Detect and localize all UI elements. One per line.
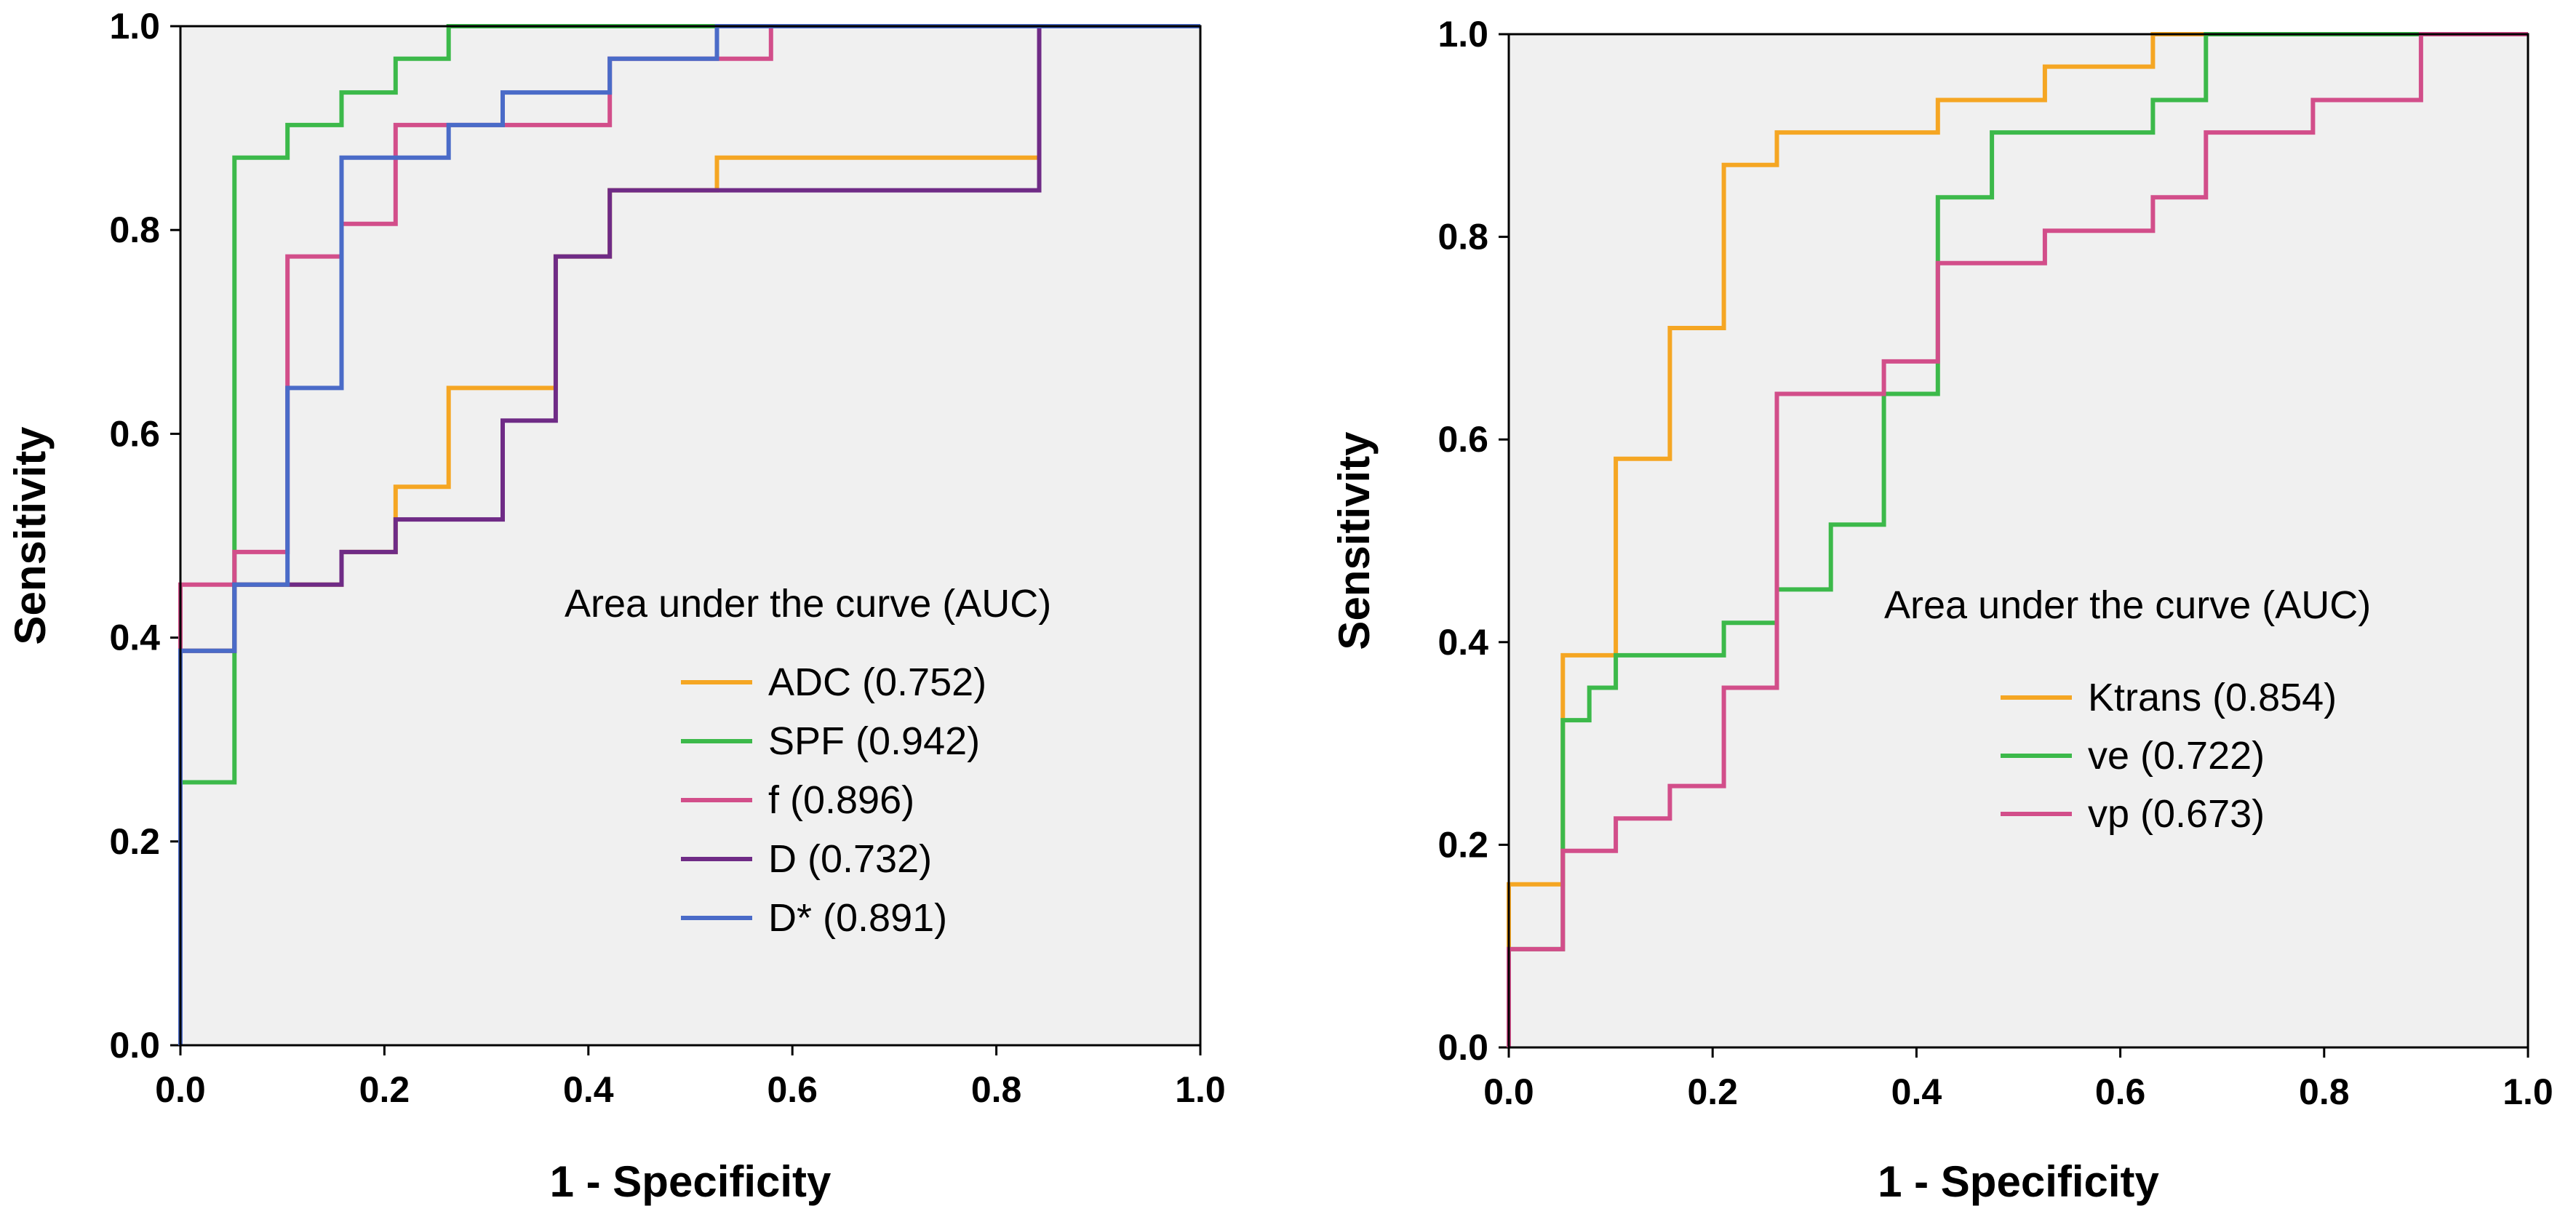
y-tick-label: 1.0 bbox=[1437, 14, 1488, 55]
plot-frame bbox=[179, 25, 1202, 1047]
y-tick-label: 0.4 bbox=[109, 618, 160, 658]
y-tick-label: 0.6 bbox=[1437, 419, 1488, 460]
y-tick-label: 0.2 bbox=[109, 821, 160, 862]
legend: Area under the curve (AUC) Ktrans (0.854)… bbox=[1884, 583, 2371, 836]
roc-panel-1: 0.0 0.2 0.4 0.6 0.8 1.0 0.0 0.2 0.4 0.6 0.8 1.0 1 - … bbox=[6, 6, 1226, 1206]
legend-label: Ktrans (0.854) bbox=[2088, 676, 2337, 719]
legend-label: ve (0.722) bbox=[2088, 734, 2265, 778]
x-axis-label: 1 - Specificity bbox=[1878, 1157, 2159, 1206]
x-tick-label: 0.4 bbox=[1891, 1071, 1942, 1112]
roc-panel-2: 0.0 0.2 0.4 0.6 0.8 1.0 0.0 0.2 0.4 0.6 0.8 1.0 1 - … bbox=[1330, 14, 2553, 1206]
x-tick-label: 1.0 bbox=[1175, 1069, 1226, 1110]
y-tick-label: 1.0 bbox=[109, 6, 160, 47]
y-tick-label: 0.8 bbox=[109, 209, 160, 250]
roc-curve-3 bbox=[178, 24, 1200, 1045]
legend-label: vp (0.673) bbox=[2088, 792, 2265, 836]
y-axis-label: Sensitivity bbox=[1330, 431, 1379, 650]
x-tick-label: 0.0 bbox=[155, 1069, 206, 1110]
y-tick-label: 0.0 bbox=[109, 1025, 160, 1066]
plot-area bbox=[180, 26, 1200, 1045]
y-axis-label: Sensitivity bbox=[6, 426, 55, 645]
roc-curve-1 bbox=[1507, 32, 2528, 1047]
x-tick-label: 0.4 bbox=[563, 1069, 614, 1110]
legend-title: Area under the curve (AUC) bbox=[1884, 583, 2371, 627]
plot-area bbox=[1509, 34, 2528, 1047]
x-tick-label: 0.0 bbox=[1483, 1071, 1534, 1112]
roc-curve-2 bbox=[1507, 32, 2528, 1047]
x-tick-label: 1.0 bbox=[2503, 1071, 2553, 1112]
legend-label: D* (0.891) bbox=[768, 896, 947, 940]
x-tick-label: 0.2 bbox=[1687, 1071, 1738, 1112]
roc-curve-2 bbox=[178, 24, 1200, 1045]
legend-label: SPF (0.942) bbox=[768, 719, 980, 763]
legend-label: f (0.896) bbox=[768, 778, 914, 822]
roc-curve-3 bbox=[1507, 32, 2528, 1047]
x-tick-label: 0.8 bbox=[971, 1069, 1022, 1110]
y-tick-label: 0.8 bbox=[1437, 217, 1488, 257]
y-tick-label: 0.2 bbox=[1437, 824, 1488, 865]
legend: Area under the curve (AUC) ADC (0.752) SPF… bbox=[565, 582, 1051, 940]
legend-label: D (0.732) bbox=[768, 837, 932, 881]
legend-label: ADC (0.752) bbox=[768, 660, 986, 704]
x-tick-label: 0.2 bbox=[359, 1069, 410, 1110]
x-axis-label: 1 - Specificity bbox=[550, 1157, 832, 1206]
x-tick-label: 0.6 bbox=[2095, 1071, 2146, 1112]
legend-title: Area under the curve (AUC) bbox=[565, 582, 1051, 626]
y-tick-label: 0.6 bbox=[109, 413, 160, 454]
plot-frame bbox=[1507, 33, 2529, 1049]
x-tick-label: 0.6 bbox=[767, 1069, 818, 1110]
roc-curve-5 bbox=[178, 24, 1200, 1045]
y-tick-label: 0.0 bbox=[1437, 1027, 1488, 1068]
x-tick-label: 0.8 bbox=[2299, 1071, 2350, 1112]
y-tick-label: 0.4 bbox=[1437, 622, 1488, 663]
